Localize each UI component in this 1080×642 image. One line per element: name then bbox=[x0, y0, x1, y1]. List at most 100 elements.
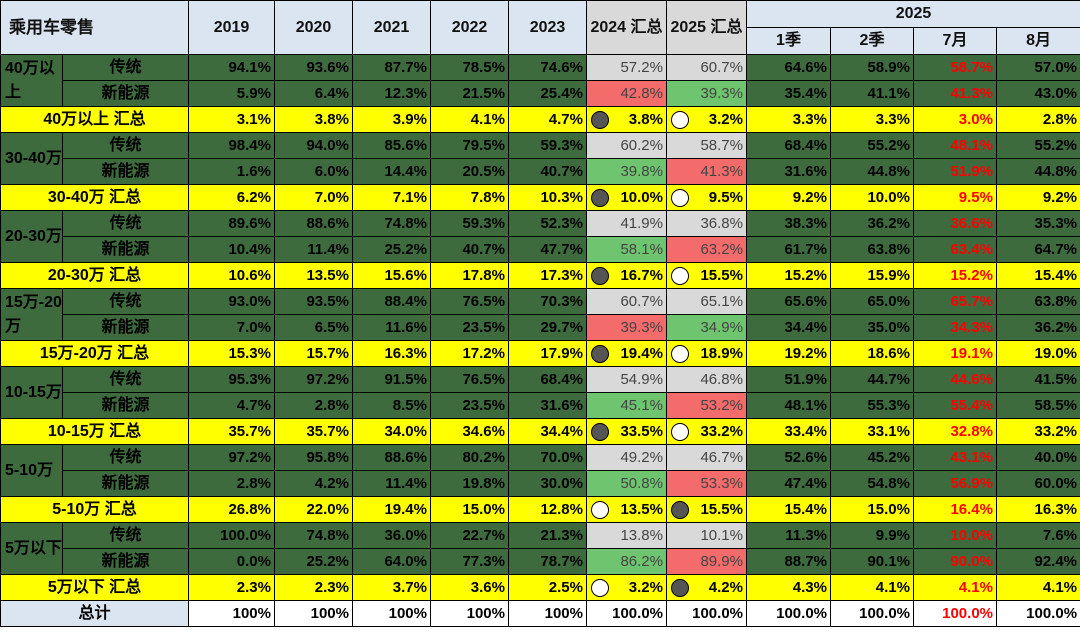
summary-value-cell: 16.3% bbox=[995, 496, 1080, 523]
circle-marker-icon bbox=[671, 111, 689, 129]
summary-value-cell: 16.3% bbox=[352, 340, 431, 367]
header-2021: 2021 bbox=[352, 0, 431, 55]
summary-value-cell: 34.0% bbox=[352, 418, 431, 445]
summary-value-cell: 7.8% bbox=[430, 184, 509, 211]
circle-marker-icon bbox=[591, 267, 609, 285]
total-value-cell: 100% bbox=[188, 600, 275, 627]
summary-value-cell: 7.1% bbox=[352, 184, 431, 211]
value-cell: 6.0% bbox=[274, 158, 353, 185]
row-label: 新能源 bbox=[62, 236, 189, 263]
summary-value-cell: 10.0% bbox=[586, 184, 667, 211]
summary-value: 10.0% bbox=[620, 189, 663, 206]
value-cell: 31.6% bbox=[508, 392, 587, 419]
value-cell: 43.1% bbox=[913, 444, 997, 471]
value-cell: 74.6% bbox=[508, 54, 587, 81]
value-cell: 70.3% bbox=[508, 288, 587, 315]
circle-marker-icon bbox=[671, 189, 689, 207]
summary-value-cell: 15.7% bbox=[274, 340, 353, 367]
circle-marker-icon bbox=[591, 189, 609, 207]
summary-value: 15.5% bbox=[700, 267, 743, 284]
summary-value-cell: 4.7% bbox=[508, 106, 587, 133]
table-row: 新能源 1.6% 6.0% 14.4% 20.5% 40.7% 39.8% 41.3% 31.6… bbox=[1, 158, 1080, 185]
value-cell: 60.2% bbox=[586, 132, 667, 159]
value-cell: 64.7% bbox=[995, 236, 1080, 263]
summary-value: 3.8% bbox=[628, 111, 663, 128]
table-row: 10-15万 传统 95.3% 97.2% 91.5% 76.5% 68.4% 54.9% 46… bbox=[0, 366, 1080, 419]
value-cell: 44.8% bbox=[830, 158, 914, 185]
summary-value-cell: 19.4% bbox=[352, 496, 431, 523]
value-cell: 77.3% bbox=[430, 548, 509, 575]
value-cell: 48.1% bbox=[913, 132, 997, 159]
summary-value-cell: 18.9% bbox=[666, 340, 747, 367]
value-cell: 12.3% bbox=[352, 80, 431, 107]
table-row: 新能源 4.7% 2.8% 8.5% 23.5% 31.6% 45.1% 53.2% 48.1%… bbox=[1, 392, 1080, 419]
value-cell: 41.3% bbox=[913, 80, 997, 107]
summary-value-cell: 16.7% bbox=[586, 262, 667, 289]
value-cell: 68.4% bbox=[508, 366, 587, 393]
table-row: 新能源 5.9% 6.4% 12.3% 21.5% 25.4% 42.8% 39.3% 35.4… bbox=[1, 80, 1080, 107]
summary-value-cell: 3.1% bbox=[188, 106, 275, 133]
row-label: 新能源 bbox=[62, 80, 189, 107]
header-q1: 1季 bbox=[746, 27, 831, 55]
summary-value: 9.5% bbox=[708, 189, 743, 206]
row-label: 传统 bbox=[62, 210, 189, 237]
summary-value: 13.5% bbox=[620, 501, 663, 518]
summary-value-cell: 33.2% bbox=[666, 418, 747, 445]
value-cell: 30.0% bbox=[508, 470, 587, 497]
summary-value-cell: 15.3% bbox=[188, 340, 275, 367]
value-cell: 46.7% bbox=[666, 444, 747, 471]
summary-value-cell: 17.9% bbox=[508, 340, 587, 367]
value-cell: 22.7% bbox=[430, 522, 509, 549]
value-cell: 10.1% bbox=[666, 522, 747, 549]
table-row: 新能源 10.4% 11.4% 25.2% 40.7% 47.7% 58.1% 63.2% 61… bbox=[1, 236, 1080, 263]
value-cell: 58.7% bbox=[666, 132, 747, 159]
header-2022: 2022 bbox=[430, 0, 509, 55]
value-cell: 14.4% bbox=[352, 158, 431, 185]
value-cell: 97.2% bbox=[188, 444, 275, 471]
header-july: 7月 bbox=[913, 27, 997, 55]
row-label: 传统 bbox=[62, 288, 189, 315]
summary-value-cell: 33.4% bbox=[746, 418, 831, 445]
value-cell: 38.3% bbox=[746, 210, 831, 237]
group-label: 40万以上 bbox=[0, 54, 63, 107]
value-cell: 54.9% bbox=[586, 366, 667, 393]
value-cell: 63.8% bbox=[995, 288, 1080, 315]
total-value-cell: 100.0% bbox=[830, 600, 914, 627]
row-label: 传统 bbox=[62, 132, 189, 159]
value-cell: 58.5% bbox=[995, 392, 1080, 419]
header-2023: 2023 bbox=[508, 0, 587, 55]
value-cell: 60.7% bbox=[666, 54, 747, 81]
group-label: 5万以下 bbox=[0, 522, 63, 575]
summary-value-cell: 4.1% bbox=[830, 574, 914, 601]
header-2019: 2019 bbox=[188, 0, 275, 55]
value-cell: 34.9% bbox=[666, 314, 747, 341]
value-cell: 88.7% bbox=[746, 548, 831, 575]
value-cell: 58.9% bbox=[830, 54, 914, 81]
summary-value-cell: 2.3% bbox=[188, 574, 275, 601]
value-cell: 46.8% bbox=[666, 366, 747, 393]
value-cell: 87.7% bbox=[352, 54, 431, 81]
summary-value: 33.5% bbox=[620, 423, 663, 440]
total-value-cell: 100.0% bbox=[913, 600, 997, 627]
summary-value-cell: 15.4% bbox=[995, 262, 1080, 289]
value-cell: 51.9% bbox=[913, 158, 997, 185]
summary-value: 4.2% bbox=[708, 579, 743, 596]
value-cell: 35.0% bbox=[830, 314, 914, 341]
value-cell: 74.8% bbox=[274, 522, 353, 549]
summary-value: 33.2% bbox=[700, 423, 743, 440]
value-cell: 95.3% bbox=[188, 366, 275, 393]
group-label: 15万-20万 bbox=[0, 288, 63, 341]
row-label: 新能源 bbox=[62, 314, 189, 341]
value-cell: 86.2% bbox=[586, 548, 667, 575]
summary-value-cell: 13.5% bbox=[274, 262, 353, 289]
value-cell: 41.3% bbox=[666, 158, 747, 185]
value-cell: 41.1% bbox=[830, 80, 914, 107]
summary-value-cell: 3.8% bbox=[586, 106, 667, 133]
summary-value-cell: 19.4% bbox=[586, 340, 667, 367]
summary-value-cell: 15.6% bbox=[352, 262, 431, 289]
summary-value-cell: 15.5% bbox=[666, 496, 747, 523]
summary-value-cell: 9.5% bbox=[913, 184, 997, 211]
summary-value-cell: 17.2% bbox=[430, 340, 509, 367]
value-cell: 36.2% bbox=[995, 314, 1080, 341]
header-august: 8月 bbox=[995, 27, 1080, 55]
